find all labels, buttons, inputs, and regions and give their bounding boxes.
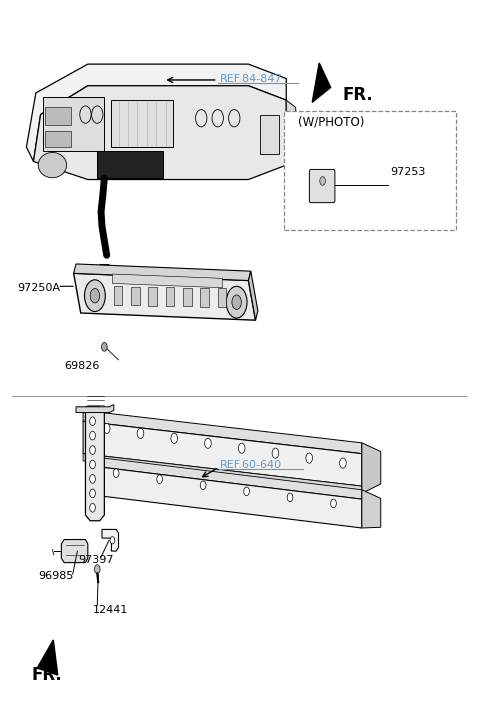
Ellipse shape: [38, 153, 66, 177]
Circle shape: [320, 177, 326, 185]
Text: 96985: 96985: [38, 571, 74, 582]
Bar: [111, 100, 173, 147]
Polygon shape: [37, 640, 58, 675]
Circle shape: [200, 481, 206, 489]
Bar: [183, 288, 192, 306]
Polygon shape: [74, 273, 256, 320]
Circle shape: [340, 458, 346, 468]
Polygon shape: [97, 467, 362, 528]
Circle shape: [101, 342, 107, 351]
Circle shape: [103, 423, 110, 433]
Circle shape: [137, 428, 144, 438]
Polygon shape: [362, 490, 381, 528]
Bar: [43, 97, 104, 150]
Text: 97250A: 97250A: [17, 283, 60, 293]
Polygon shape: [97, 457, 362, 499]
Text: FR.: FR.: [343, 86, 374, 104]
Bar: [114, 286, 122, 305]
Text: FR.: FR.: [31, 666, 62, 684]
Text: 12441: 12441: [93, 606, 128, 615]
Circle shape: [205, 438, 211, 449]
Polygon shape: [362, 443, 381, 494]
Circle shape: [113, 469, 119, 478]
Circle shape: [226, 286, 247, 318]
Bar: [200, 288, 209, 307]
Circle shape: [110, 537, 115, 544]
Polygon shape: [286, 100, 296, 172]
Circle shape: [90, 460, 96, 469]
Circle shape: [239, 443, 245, 453]
Polygon shape: [61, 539, 88, 563]
Polygon shape: [74, 264, 251, 281]
Text: 69826: 69826: [64, 361, 99, 371]
Circle shape: [244, 487, 250, 496]
Bar: [218, 288, 226, 307]
Polygon shape: [312, 63, 331, 103]
Polygon shape: [83, 421, 362, 486]
Polygon shape: [83, 454, 362, 494]
Circle shape: [90, 417, 96, 425]
Polygon shape: [102, 529, 119, 551]
Text: 97253: 97253: [390, 167, 425, 177]
Bar: [166, 287, 174, 306]
Text: REF.60-640: REF.60-640: [220, 459, 282, 470]
Bar: [149, 287, 157, 305]
Circle shape: [90, 289, 99, 303]
Bar: [45, 108, 71, 126]
Circle shape: [95, 565, 100, 574]
Bar: [260, 115, 279, 154]
Bar: [45, 131, 71, 147]
Circle shape: [232, 295, 241, 310]
Text: 97397: 97397: [78, 555, 114, 565]
Bar: [284, 111, 456, 230]
Circle shape: [90, 489, 96, 498]
Circle shape: [85, 280, 105, 312]
Polygon shape: [249, 271, 258, 320]
Polygon shape: [76, 405, 114, 412]
Circle shape: [331, 499, 337, 507]
Circle shape: [171, 433, 177, 443]
Polygon shape: [83, 411, 362, 454]
FancyBboxPatch shape: [309, 169, 335, 203]
Polygon shape: [33, 86, 286, 180]
Circle shape: [90, 504, 96, 512]
Circle shape: [90, 446, 96, 454]
Circle shape: [287, 493, 293, 502]
Text: (W/PHOTO): (W/PHOTO): [298, 116, 364, 129]
Circle shape: [272, 448, 279, 458]
Polygon shape: [99, 265, 109, 276]
Polygon shape: [26, 64, 286, 161]
Circle shape: [306, 453, 313, 463]
Bar: [97, 150, 163, 178]
Bar: [131, 286, 140, 305]
Polygon shape: [86, 407, 104, 521]
Text: REF.84-847: REF.84-847: [220, 73, 282, 84]
Circle shape: [90, 431, 96, 440]
Polygon shape: [112, 274, 222, 288]
Circle shape: [157, 475, 163, 483]
Circle shape: [90, 475, 96, 483]
